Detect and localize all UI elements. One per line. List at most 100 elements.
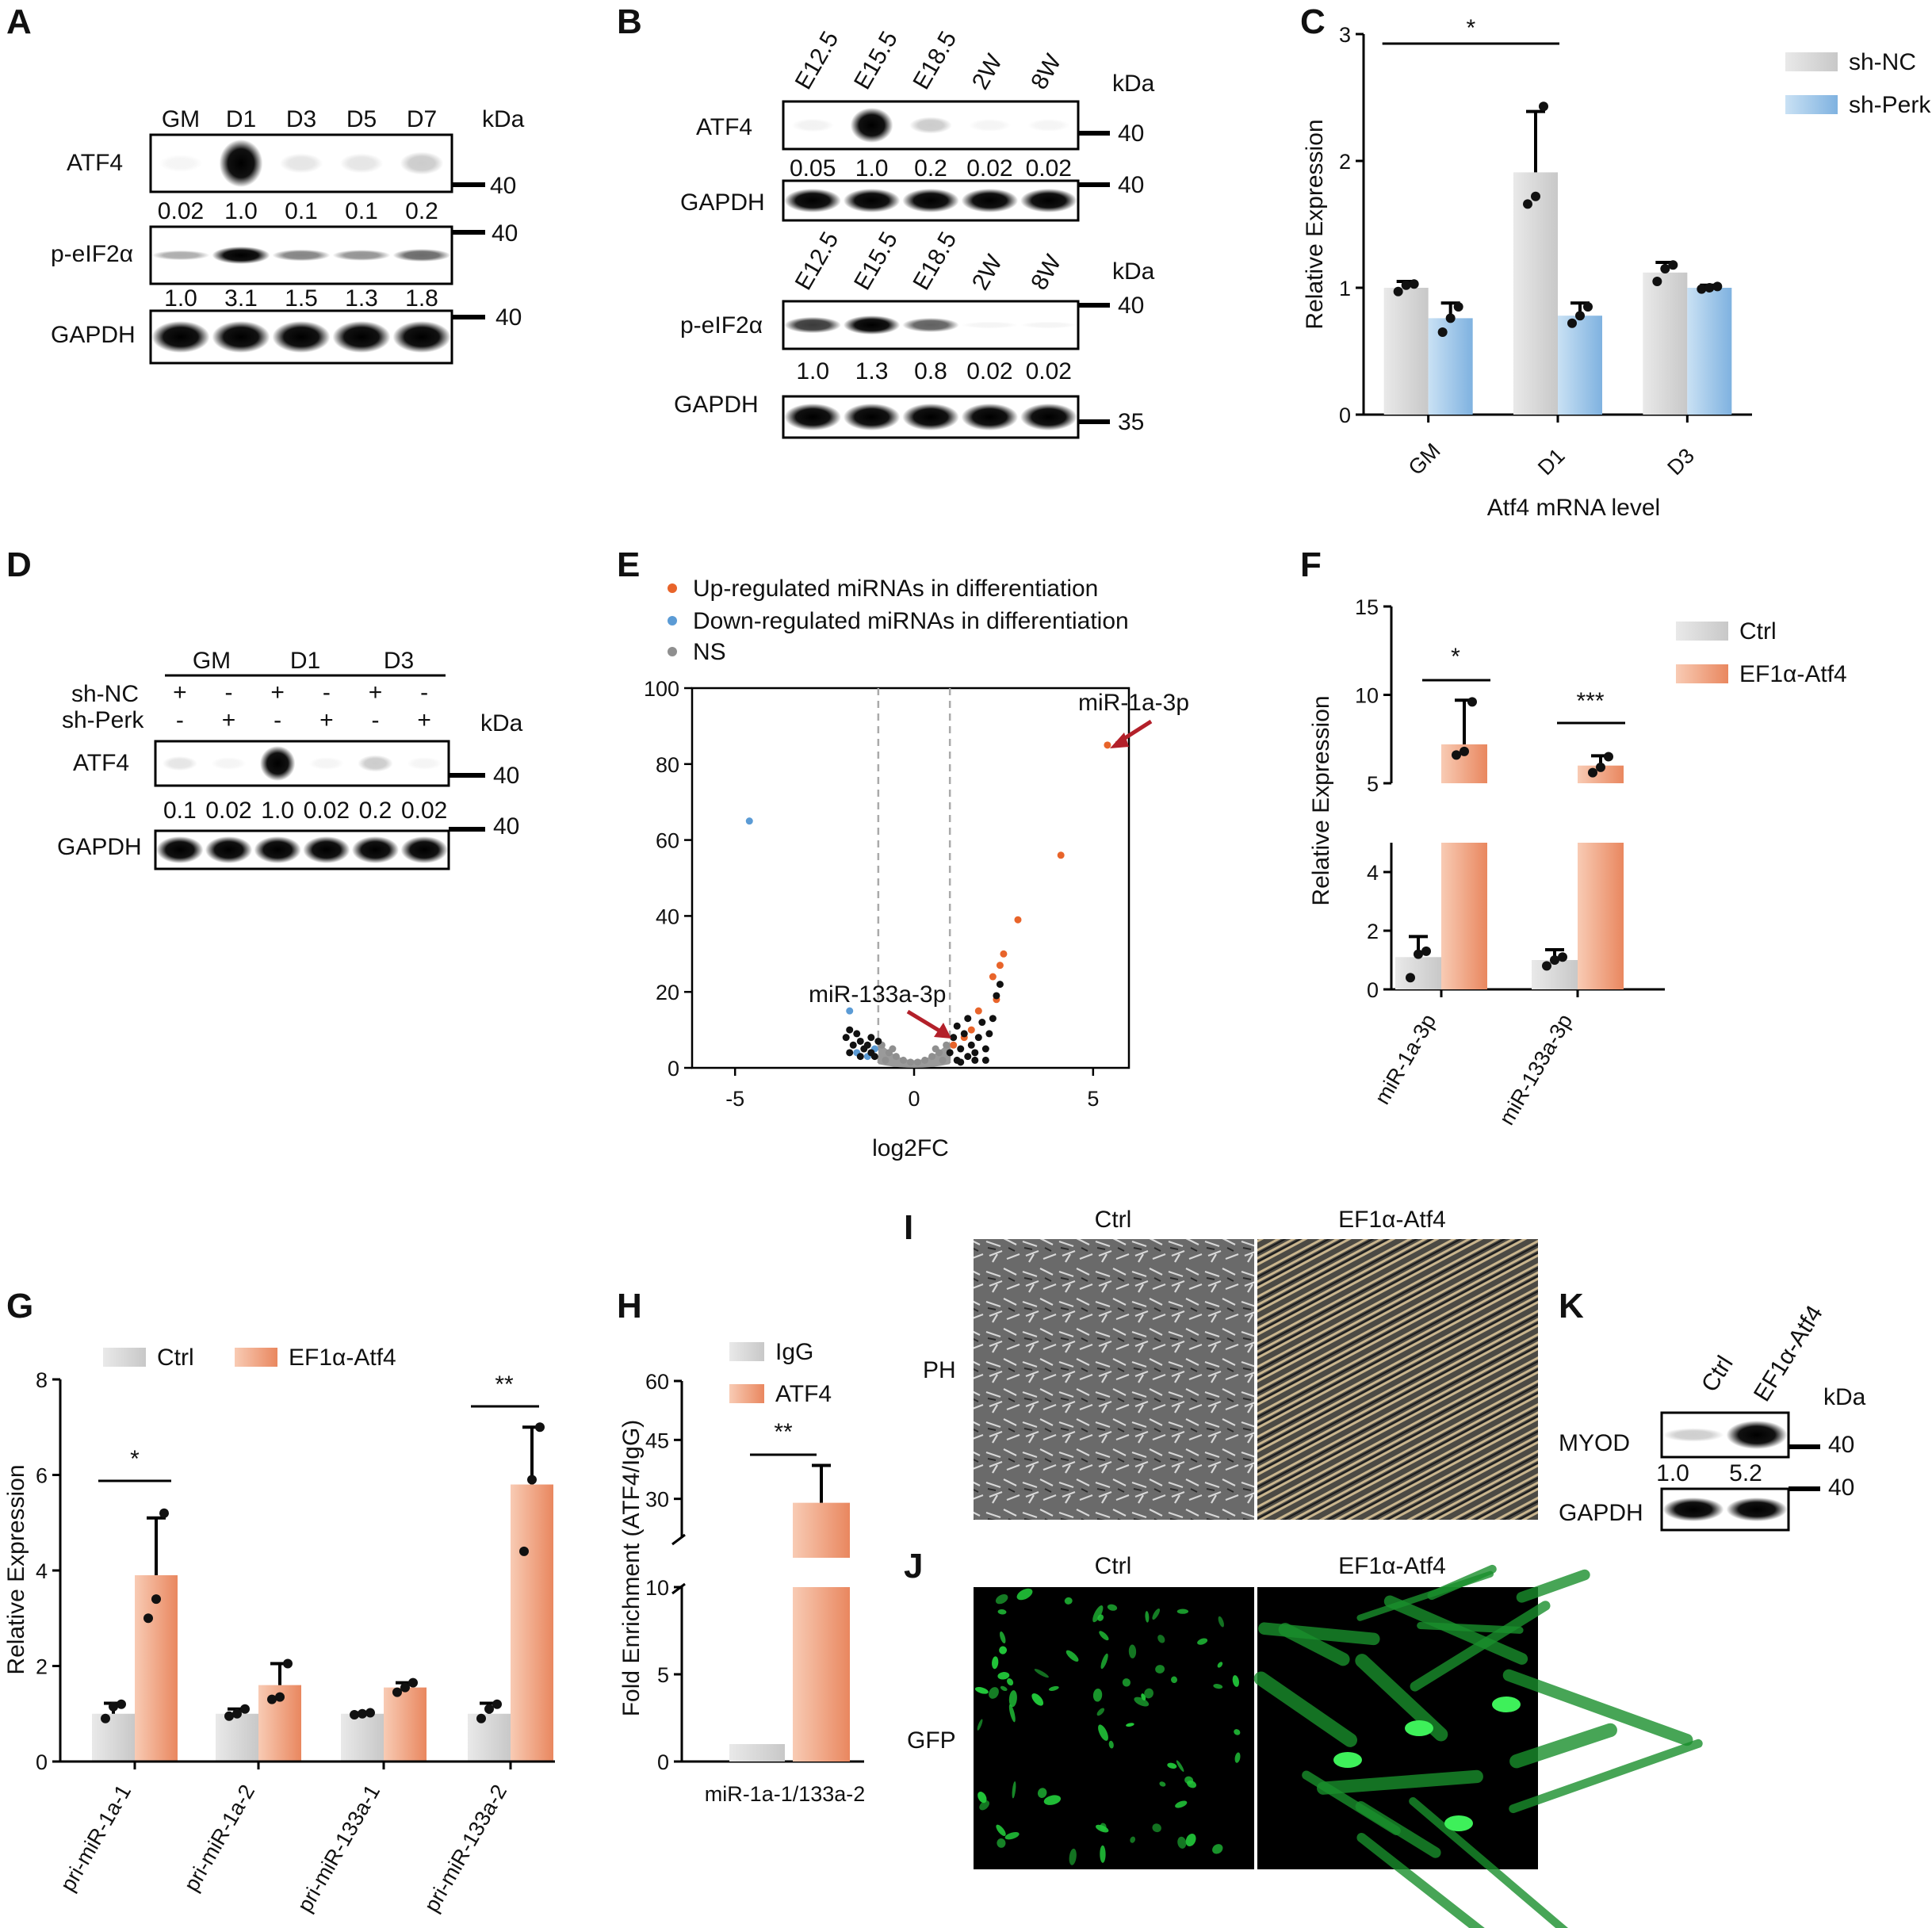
band [902, 189, 959, 212]
panel-d-gapdh-bands [156, 836, 448, 863]
gfp-myotube [1409, 1796, 1569, 1928]
replicate-point [1401, 280, 1411, 290]
band [968, 119, 1012, 132]
gfp-cell [974, 1686, 989, 1694]
lane-label: 2W [967, 250, 1008, 294]
y-tick-label: 10 [1355, 684, 1379, 708]
band [1020, 404, 1077, 430]
bar [1643, 272, 1688, 415]
bar-lower [793, 1587, 850, 1762]
gfp-cell [1108, 1740, 1114, 1749]
y-axis-title: Relative Expression [3, 1464, 29, 1674]
panel-d-atf4-quant: 0.1 0.02 1.0 0.02 0.2 0.02 [163, 798, 447, 824]
lane-label: D1 [226, 106, 256, 132]
quant-value: 0.8 [914, 358, 947, 384]
y-axis-title: Relative Expression [1308, 695, 1334, 905]
band [400, 836, 448, 863]
data-point [974, 1007, 982, 1015]
gfp-cell [1197, 1638, 1208, 1645]
replicate-point [1421, 946, 1431, 956]
panel-d-row-shperk: sh-Perk [62, 707, 144, 733]
replicate-point [117, 1699, 126, 1709]
gfp-cell [1098, 1724, 1108, 1741]
x-tick-label: GM [1404, 438, 1445, 480]
band [791, 118, 834, 132]
gfp-cell [997, 1838, 1006, 1848]
x-tick-label: D3 [1662, 444, 1699, 480]
replicate-point [1660, 264, 1670, 274]
panel-e-chart: 0 20 40 60 80 100 -5 0 5 log2FC Up-regulated miRNA… [644, 576, 1189, 1161]
panel-a-peif2a-quant: 1.0 3.1 1.5 1.3 1.8 [164, 285, 438, 312]
data-point [914, 1058, 922, 1066]
legend-marker [668, 583, 677, 593]
sign: - [372, 707, 380, 733]
panel-j-col-ctrl: Ctrl [1095, 1553, 1132, 1579]
y-tick-label: 80 [656, 753, 679, 777]
data-point [863, 1041, 871, 1049]
legend-swatch [103, 1348, 146, 1367]
y-tick-label: 8 [36, 1368, 48, 1392]
gfp-cell [1008, 1704, 1016, 1723]
band [308, 757, 345, 770]
gfp-cell [1069, 1848, 1077, 1865]
bar [729, 1744, 785, 1762]
data-point [892, 1053, 900, 1061]
replicate-point [224, 1711, 234, 1721]
y-tick-label: 45 [645, 1429, 669, 1452]
bar [384, 1687, 427, 1762]
replicate-point [1453, 302, 1463, 312]
band [902, 317, 959, 333]
bar [1383, 288, 1429, 415]
gfp-cell [1155, 1665, 1165, 1674]
replicate-point [1406, 973, 1415, 983]
data-point [928, 1053, 936, 1061]
band [358, 755, 393, 772]
panel-k-myod-bands [1662, 1421, 1788, 1449]
panel-a-atf4-bands [159, 140, 444, 187]
panel-b-peif2a-quant: 1.0 1.3 0.8 0.02 0.02 [796, 358, 1072, 384]
band [212, 247, 270, 264]
replicate-point [1712, 281, 1723, 292]
gfp-cell [1000, 1631, 1006, 1644]
data-point [989, 973, 997, 981]
gfp-cell [1184, 1776, 1194, 1785]
band [406, 757, 442, 770]
replicate-point [1445, 313, 1456, 323]
y-tick-label: 0 [36, 1750, 48, 1774]
y-tick-label: 2 [1339, 150, 1351, 174]
panel-a-peif2a-bands [151, 247, 451, 264]
panel-b: B E12.5 E15.5 E18.5 2W 8W kDa ATF4 40 0.05 1.… [617, 2, 1155, 439]
axis-break-mark [671, 1533, 686, 1546]
gfp-myotube [1356, 1832, 1485, 1928]
quant-value: 1.0 [261, 798, 294, 824]
data-point [957, 1058, 965, 1066]
replicate-point [232, 1708, 242, 1719]
bar [1532, 960, 1578, 989]
data-point [978, 1019, 986, 1027]
band [219, 140, 263, 187]
significance-label: *** [1576, 688, 1604, 714]
replicate-point [275, 1692, 285, 1702]
panel-b-atf4-quant: 0.05 1.0 0.2 0.02 0.02 [790, 155, 1072, 182]
y-tick-label: 5 [1367, 772, 1379, 796]
gfp-myotube [1253, 1671, 1358, 1747]
y-tick-label: 60 [656, 829, 679, 853]
panel-i-col-ctrl: Ctrl [1095, 1207, 1132, 1233]
data-point [899, 1056, 907, 1064]
gfp-cell [1145, 1611, 1150, 1623]
quant-value: 1.3 [855, 358, 889, 384]
replicate-point [1583, 302, 1593, 312]
band [1662, 1428, 1724, 1442]
band [850, 108, 893, 143]
quant-value: 0.1 [285, 198, 318, 224]
sign: - [323, 679, 331, 706]
panel-a-gapdh-marker: 40 [495, 304, 522, 331]
significance-label: * [1451, 644, 1460, 670]
panel-a-gapdh-bands [151, 321, 451, 353]
legend-swatch [729, 1384, 764, 1403]
data-point [996, 981, 1004, 989]
quant-value: 1.0 [164, 285, 197, 312]
replicate-point [101, 1713, 110, 1723]
band [1020, 321, 1077, 329]
